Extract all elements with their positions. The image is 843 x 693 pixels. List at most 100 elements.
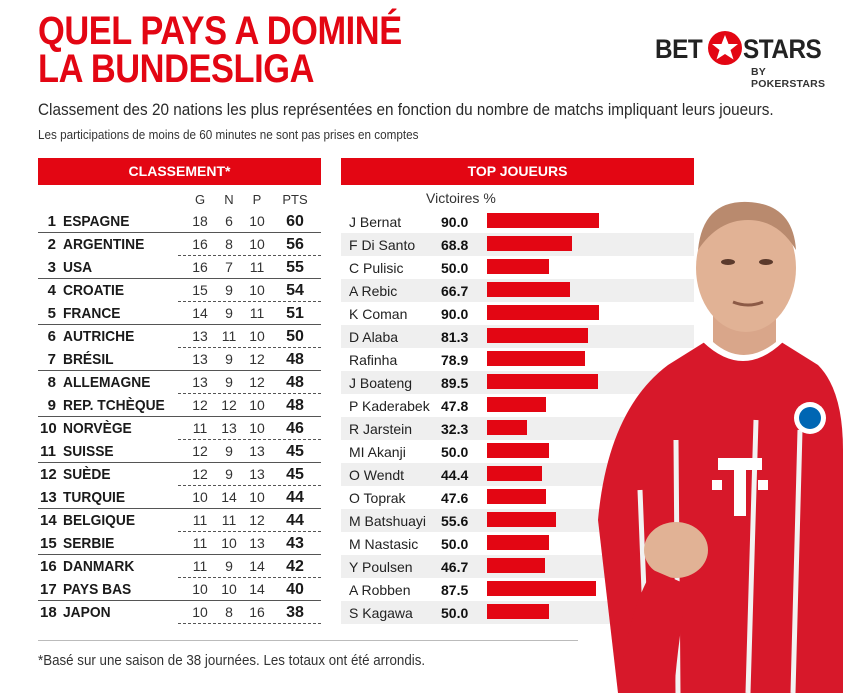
win-percentage-label: 90.0 (441, 306, 469, 322)
wins-cell: 11 (192, 512, 208, 528)
points-cell: 42 (286, 558, 304, 575)
top-players-header: TOP JOUEURS (341, 158, 694, 185)
points-cell: 56 (286, 236, 304, 253)
country-cell: SUISSE (63, 443, 114, 460)
losses-cell: 13 (249, 466, 265, 482)
rank-cell: 4 (47, 282, 56, 299)
country-cell: BELGIQUE (63, 512, 136, 529)
losses-cell: 10 (249, 420, 265, 436)
player-row: Rafinha 78.9 (341, 348, 694, 371)
losses-cell: 14 (249, 581, 265, 597)
points-cell: 43 (286, 535, 304, 552)
draws-cell: 9 (225, 443, 233, 459)
wins-cell: 13 (192, 374, 208, 390)
rank-cell: 1 (47, 213, 56, 230)
country-cell: DANMARK (63, 558, 135, 575)
row-divider (178, 531, 321, 532)
wins-cell: 11 (192, 420, 208, 436)
losses-cell: 12 (249, 512, 265, 528)
rank-cell: 14 (40, 512, 57, 529)
country-cell: NORVÈGE (63, 420, 132, 437)
points-cell: 48 (286, 397, 304, 414)
player-name: MI Akanji (349, 444, 406, 460)
row-divider (38, 600, 321, 601)
table-row: 17 PAYS BAS 10 10 14 40 (38, 578, 321, 601)
win-percentage-bar (487, 535, 549, 550)
points-cell: 51 (286, 305, 304, 322)
player-photo (598, 201, 843, 693)
rank-cell: 13 (40, 489, 57, 506)
row-divider (178, 439, 321, 440)
footer-divider (38, 640, 578, 641)
country-cell: JAPON (63, 604, 111, 621)
win-percentage-bar (487, 374, 598, 389)
draws-cell: 9 (225, 282, 233, 298)
player-row: MI Akanji 50.0 (341, 440, 694, 463)
draws-cell: 10 (221, 535, 237, 551)
player-name: P Kaderabek (349, 398, 430, 414)
table-row: 5 FRANCE 14 9 11 51 (38, 302, 321, 325)
player-name: A Robben (349, 582, 411, 598)
player-row: D Alaba 81.3 (341, 325, 694, 348)
draws-cell: 9 (225, 374, 233, 390)
losses-cell: 10 (249, 328, 265, 344)
wins-cell: 10 (192, 604, 208, 620)
losses-cell: 11 (249, 305, 265, 321)
row-divider (178, 577, 321, 578)
page-title: QUEL PAYS A DOMINÉ LA BUNDESLIGA (38, 11, 402, 89)
player-row: K Coman 90.0 (341, 302, 694, 325)
rank-cell: 9 (47, 397, 56, 414)
points-cell: 60 (286, 213, 304, 230)
win-percentage-label: 78.9 (441, 352, 469, 368)
column-header-n: N (224, 192, 234, 207)
row-divider (38, 416, 321, 417)
losses-cell: 16 (249, 604, 265, 620)
player-name: S Kagawa (349, 605, 413, 621)
logo-tagline: BY POKERSTARS (751, 66, 826, 90)
table-row: 12 SUÈDE 12 9 13 45 (38, 463, 321, 486)
losses-cell: 12 (249, 351, 265, 367)
country-cell: BRÉSIL (63, 351, 114, 368)
win-percentage-label: 47.8 (441, 398, 469, 414)
country-cell: TURQUIE (63, 489, 126, 506)
draws-cell: 14 (221, 489, 237, 505)
draws-cell: 9 (225, 305, 233, 321)
column-header-pts: PTS (282, 192, 308, 207)
win-percentage-bar (487, 328, 588, 343)
points-cell: 40 (286, 581, 304, 598)
table-row: 9 REP. TCHÈQUE 12 12 10 48 (38, 394, 321, 417)
country-cell: FRANCE (63, 305, 121, 322)
table-row: 18 JAPON 10 8 16 38 (38, 601, 321, 624)
losses-cell: 10 (249, 397, 265, 413)
country-cell: CROATIE (63, 282, 125, 299)
player-row: R Jarstein 32.3 (341, 417, 694, 440)
win-percentage-label: 50.0 (441, 260, 469, 276)
row-divider (38, 370, 321, 371)
points-cell: 44 (286, 512, 304, 529)
win-percentage-bar (487, 259, 549, 274)
draws-cell: 8 (225, 604, 233, 620)
win-percentage-label: 68.8 (441, 237, 469, 253)
table-row: 13 TURQUIE 10 14 10 44 (38, 486, 321, 509)
wins-cell: 12 (192, 443, 208, 459)
player-name: F Di Santo (349, 237, 416, 253)
player-name: R Jarstein (349, 421, 413, 437)
losses-cell: 14 (249, 558, 265, 574)
losses-cell: 10 (249, 236, 265, 252)
table-row: 6 AUTRICHE 13 11 10 50 (38, 325, 321, 348)
country-cell: ALLEMAGNE (63, 374, 151, 391)
win-percentage-label: 87.5 (441, 582, 469, 598)
losses-cell: 10 (249, 213, 265, 229)
points-cell: 38 (286, 604, 304, 621)
rank-cell: 3 (47, 259, 56, 276)
win-percentage-bar (487, 213, 599, 228)
win-percentage-label: 55.6 (441, 513, 469, 529)
country-cell: USA (63, 259, 93, 276)
win-percentage-bar (487, 489, 547, 504)
losses-cell: 13 (249, 443, 265, 459)
country-cell: SERBIE (63, 535, 115, 552)
rank-cell: 2 (47, 236, 56, 253)
table-row: 7 BRÉSIL 13 9 12 48 (38, 348, 321, 371)
wins-cell: 13 (192, 328, 208, 344)
player-name: K Coman (349, 306, 408, 322)
